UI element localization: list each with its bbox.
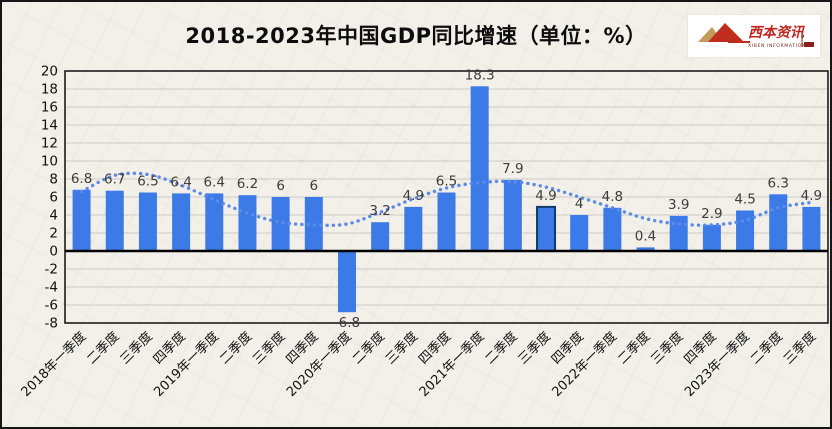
bar-value-label: -6.8 [334,315,360,331]
bar [105,190,124,251]
y-tick-label: 14 [41,118,58,134]
bar [702,224,721,251]
bar-value-label: 6.5 [436,174,457,190]
bar [437,192,456,251]
bar [470,86,489,251]
bar-value-label: 0.4 [635,228,656,244]
x-tick-label: 三季度 [250,329,289,368]
bar-value-label: 6 [276,178,285,194]
bar [337,251,356,313]
bar-value-label: 7.9 [502,161,523,177]
bar-highlighted [536,205,557,252]
bar [503,179,522,251]
bar [172,193,191,251]
bar-value-label: 6.5 [137,174,158,190]
bar [570,215,589,251]
bar [271,197,290,251]
bar [736,210,755,251]
x-tick-label: 三季度 [648,329,687,368]
bar [205,193,224,251]
x-tick-label: 二季度 [614,329,653,368]
brand-logo: 西本资讯 XIBEN INFORMATION [688,15,820,57]
bar [238,195,257,251]
logo-stamp [804,42,814,47]
y-tick-label: -8 [45,316,58,332]
brand-name: 西本资讯 [748,24,805,41]
bar [802,206,821,251]
plot-border [64,70,829,324]
bar-value-label: 4.8 [602,189,623,205]
x-tick-label: 二季度 [216,329,255,368]
x-tick-label: 三季度 [117,329,156,368]
bar-value-label: 6.7 [104,172,125,188]
bar-value-label: 6.2 [237,176,258,192]
x-tick-label: 二季度 [482,329,521,368]
x-tick-label: 二季度 [747,329,786,368]
trendline-dotted [79,171,814,228]
chart-title: 2018-2023年中国GDP同比增速（单位：%） [185,24,647,48]
x-tick-label: 二季度 [84,329,123,368]
x-tick-label: 三季度 [382,329,421,368]
y-tick-label: 18 [41,82,58,98]
y-tick-label: 8 [49,172,58,188]
x-tick-label: 二季度 [349,329,388,368]
x-tick-label: 三季度 [515,329,554,368]
y-tick-label: 10 [41,154,58,170]
y-tick-label: 16 [41,100,58,116]
bar [669,215,688,251]
bar [636,247,655,251]
bar-value-label: 3.9 [668,197,689,213]
bar-value-label: 4.9 [801,188,822,204]
bar-value-label: 6.4 [170,174,191,190]
brand-logo-graphic: 西本资讯 XIBEN INFORMATION [698,23,814,49]
bar [72,189,91,251]
y-tick-label: 2 [49,226,58,242]
bar [603,207,622,251]
y-tick-label: -2 [45,262,58,278]
y-tick-label: -6 [45,298,58,314]
bar-value-label: 18.3 [465,67,495,83]
x-tick-label: 2018年一季度 [18,329,89,400]
bar-value-label: 6.4 [204,174,225,190]
y-tick-label: 0 [49,244,58,260]
bar [138,192,157,251]
y-tick-label: -4 [45,280,58,296]
bar-value-label: 6 [310,178,319,194]
bar [769,194,788,251]
brand-subtext: XIBEN INFORMATION [748,43,806,49]
y-tick-label: 12 [41,136,58,152]
mountain-red-icon [708,23,744,42]
x-tick-label: 三季度 [780,329,819,368]
y-tick-label: 4 [49,208,58,224]
bar-value-label: 4.9 [535,188,556,204]
y-tick-label: 6 [49,190,58,206]
bar [371,222,390,251]
bar-value-label: 2.9 [701,206,722,222]
bar-value-label: 4.9 [403,188,424,204]
bar-value-label: 4.5 [734,192,755,208]
bar-value-label: 4 [575,196,584,212]
bar [404,206,423,251]
bar-value-label: 6.3 [767,175,788,191]
bar-value-label: 3.2 [369,203,390,219]
bar-value-label: 6.8 [71,171,92,187]
y-tick-label: 20 [41,64,58,80]
